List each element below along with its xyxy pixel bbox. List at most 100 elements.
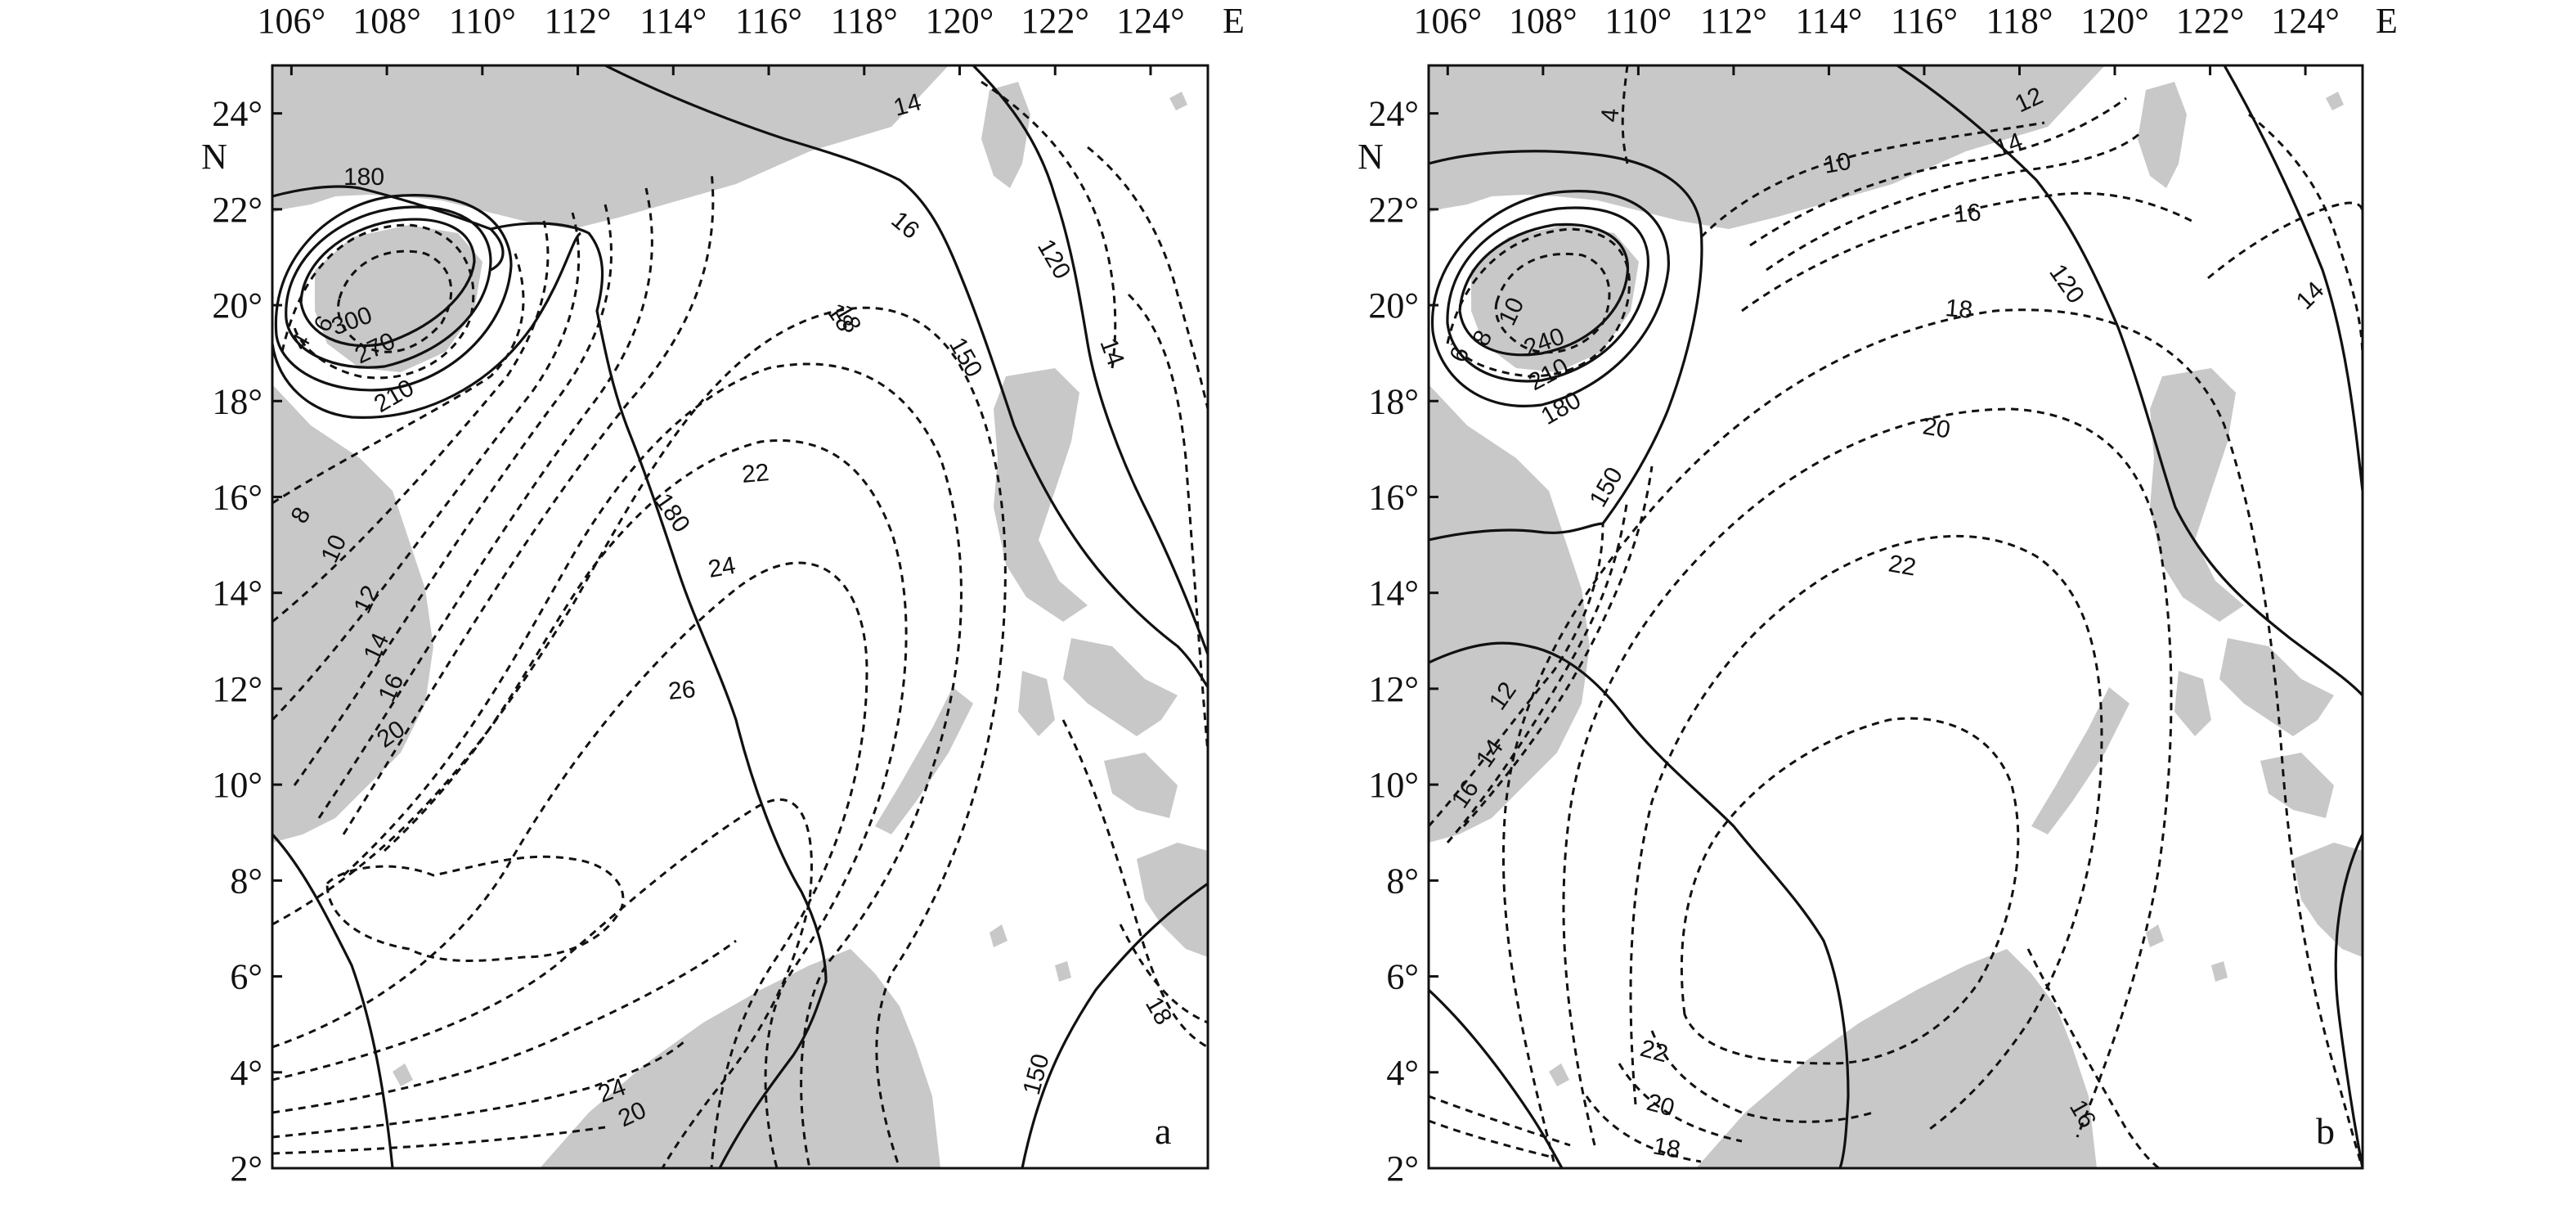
- dashed-contour-b-low-20: [1618, 1063, 1743, 1143]
- x-tick-label: 110°: [449, 1, 516, 41]
- dashed-contour-label: 18: [1651, 1132, 1683, 1163]
- dashed-contour-a-13: [272, 798, 813, 1168]
- frame-a: [271, 64, 1209, 1170]
- dashed-contours-b: [1429, 65, 2363, 1168]
- solid-contour-b-main: [1429, 641, 1850, 1168]
- dashed-contour-a-14: [272, 939, 737, 1114]
- x-axis-labels-b: 106° 108° 110° 112° 114° 116° 118° 120° 122° 124°: [1414, 1, 2340, 41]
- solid-contour-a-180-main: [490, 222, 828, 1168]
- land-luzon-b: [2150, 368, 2244, 622]
- y-tick-label: 14°: [212, 573, 263, 614]
- solid-contour-label: 150: [1584, 463, 1628, 512]
- x-tick-label: 108°: [352, 1, 421, 41]
- x-axis-unit-b: E: [2376, 1, 2398, 41]
- solid-contour-a-210: [274, 194, 513, 392]
- x-tick-label: 118°: [831, 1, 898, 41]
- dashed-contour-a-4: [272, 220, 550, 623]
- panel-a: 106° 108° 110° 112° 114° 116° 118° 120° 122° 124°…: [201, 1, 1245, 1189]
- dashed-contour-label: 14: [2291, 277, 2330, 315]
- dashed-contour-a-16: [272, 1126, 606, 1155]
- dashed-contour-label: 22: [741, 459, 770, 488]
- land-palawan-a: [875, 687, 973, 834]
- land-hainan-b: [1471, 225, 1639, 372]
- x-tick-label: 118°: [1986, 1, 2053, 41]
- land-indochina-b: [1429, 384, 1590, 843]
- solid-contour-b-east-line: [2223, 65, 2363, 492]
- dashed-contour-a-12: [272, 561, 868, 1168]
- x-tick-label: 124°: [1116, 1, 1185, 41]
- solid-contours-b: [1429, 65, 2363, 1168]
- x-tick-label: 122°: [2176, 1, 2245, 41]
- land-indochina-a: [272, 384, 433, 843]
- y-tick-label: 4°: [230, 1053, 263, 1093]
- y-tick-label: 22°: [212, 190, 263, 230]
- solid-contour-b-sw: [1429, 988, 1564, 1168]
- y-axis-labels-b: 2° 4° 6° 8° 10° 12° 14° 16° 18° 20° 22° 24°: [1368, 94, 1419, 1189]
- dashed-contour-b-west-12: [1429, 523, 1604, 827]
- dashed-contour-label: 4: [1596, 107, 1624, 124]
- solid-contour-b-240: [1458, 223, 1630, 357]
- x-tick-label: 106°: [1414, 1, 1483, 41]
- y-axis-unit-b: N: [1358, 137, 1384, 177]
- solid-contours-a: [272, 65, 1208, 1168]
- x-axis-unit-a: E: [1223, 1, 1245, 41]
- solid-contour-b-east-lower: [2334, 834, 2363, 1168]
- y-tick-label: 22°: [1368, 190, 1419, 230]
- solid-contour-a-270: [285, 205, 492, 369]
- y-tick-label: 6°: [1386, 957, 1419, 997]
- solid-contour-b-210: [1446, 206, 1650, 383]
- dashed-contour-a-8: [342, 171, 715, 835]
- ticks-a: [272, 65, 1152, 1170]
- x-axis-labels-a: 106° 108° 110° 112° 114° 116° 118° 120° 122° 124°: [258, 1, 1185, 41]
- x-tick-label: 106°: [258, 1, 326, 41]
- y-tick-label: 16°: [212, 477, 263, 517]
- x-tick-label: 108°: [1509, 1, 1577, 41]
- x-tick-label: 110°: [1604, 1, 1672, 41]
- dashed-contour-label: 22: [1637, 1035, 1671, 1068]
- panel-letter-a: a: [1155, 1110, 1171, 1152]
- dashed-contour-a-11: [383, 439, 908, 1168]
- dashed-contour-label: 6: [1444, 343, 1474, 366]
- dashed-contour-label: 24: [706, 552, 738, 583]
- land-hainan-a: [315, 225, 482, 372]
- dashed-contour-b-east-12: [2248, 113, 2363, 361]
- land-china-a: [272, 65, 949, 229]
- dashed-contour-b-12: [1749, 97, 2127, 247]
- y-tick-label: 10°: [1368, 765, 1419, 805]
- dashed-contour-label: 14: [1094, 335, 1129, 370]
- x-tick-label: 124°: [2271, 1, 2340, 41]
- dashed-contour-a-15: [272, 1037, 689, 1139]
- dashed-contour-a-9: [272, 306, 1007, 1168]
- y-tick-label: 8°: [1386, 861, 1419, 901]
- y-tick-label: 16°: [1368, 477, 1419, 517]
- x-tick-label: 112°: [1700, 1, 1767, 41]
- y-tick-label: 24°: [212, 94, 263, 134]
- dashed-contour-a-east-3: [1127, 293, 1208, 753]
- land-mindanao-a: [1137, 843, 1208, 957]
- dashed-contour-label: 20: [1644, 1089, 1677, 1122]
- y-tick-label: 18°: [212, 381, 263, 421]
- dashed-contour-b-low-18: [1585, 1095, 1702, 1163]
- y-tick-label: 12°: [1368, 669, 1419, 709]
- dashed-contour-label: 22: [1887, 550, 1919, 581]
- dashed-contour-b-1: [1446, 227, 1631, 378]
- y-tick-label: 14°: [1368, 573, 1419, 614]
- y-axis-unit-a: N: [201, 137, 227, 177]
- dashed-contour-b-16: [1741, 191, 2192, 312]
- x-tick-label: 112°: [545, 1, 612, 41]
- dashed-contour-a-east-1: [981, 80, 1117, 369]
- x-tick-label: 116°: [735, 1, 802, 41]
- land-borneo-b: [1696, 949, 2097, 1168]
- dashed-contour-label: 18: [1944, 295, 1973, 324]
- solid-contour-b-120: [1896, 65, 2363, 697]
- dashed-contour-label: 16: [886, 206, 925, 245]
- solid-contour-b-150: [1429, 150, 1703, 524]
- solid-contour-label: 180: [649, 488, 695, 537]
- x-tick-label: 114°: [640, 1, 707, 41]
- dashed-contour-b-10: [1699, 121, 2045, 239]
- land-mindanao-b: [2293, 843, 2363, 957]
- y-tick-label: 2°: [1386, 1149, 1419, 1189]
- dashed-contour-b-18: [1501, 308, 2363, 1168]
- map-area-b: [1429, 65, 2363, 1168]
- dashed-contour-label: 20: [1921, 412, 1953, 443]
